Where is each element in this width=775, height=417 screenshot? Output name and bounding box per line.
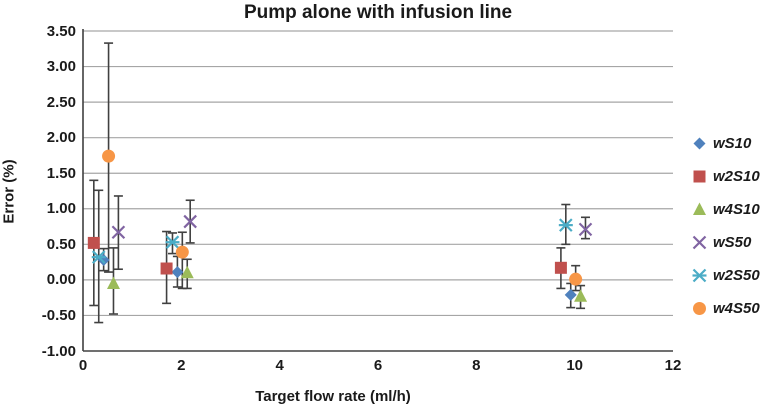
data-point-marker-square bbox=[693, 170, 706, 183]
legend-item-label: wS50 bbox=[713, 234, 752, 251]
legend-item: wS10 bbox=[691, 127, 760, 160]
data-point-marker-x bbox=[692, 235, 707, 250]
legend-item-label: w4S10 bbox=[713, 201, 760, 218]
x-tick-label: 0 bbox=[78, 357, 88, 374]
data-point-marker-triangle bbox=[693, 202, 706, 215]
legend-item-label: w4S50 bbox=[713, 300, 760, 317]
x-tick-label: 2 bbox=[177, 357, 186, 374]
data-point-marker-square bbox=[160, 262, 173, 275]
data-point-marker-triangle bbox=[180, 265, 194, 279]
legend: wS10 w2S10 w4S10 wS50 w2S50 w4S50 bbox=[691, 127, 760, 325]
x-marker-icon bbox=[692, 235, 707, 250]
data-point-marker-circle bbox=[102, 149, 116, 163]
y-axis-label: Error (%) bbox=[0, 159, 18, 224]
legend-item-label: w2S50 bbox=[713, 267, 760, 284]
chart-title: Pump alone with infusion line bbox=[243, 2, 513, 23]
data-point-marker-diamond bbox=[171, 266, 184, 279]
data-point-marker-diamond bbox=[693, 137, 706, 150]
x-tick-label: 8 bbox=[472, 357, 481, 374]
star-marker-icon bbox=[692, 268, 707, 283]
x-tick-label: 10 bbox=[566, 357, 583, 374]
data-point-marker-circle bbox=[175, 245, 189, 259]
x-axis-label: Target flow rate (ml/h) bbox=[255, 388, 411, 405]
y-tick-label: 0.00 bbox=[46, 271, 76, 289]
legend-item: w4S50 bbox=[691, 292, 760, 325]
y-tick-label: -0.50 bbox=[41, 306, 76, 324]
square-marker-icon bbox=[693, 170, 706, 183]
legend-item: w2S50 bbox=[691, 259, 760, 292]
legend-item: w2S10 bbox=[691, 160, 760, 193]
y-tick-label: 1.00 bbox=[46, 200, 76, 218]
y-tick-label: 2.50 bbox=[46, 93, 76, 111]
y-tick-label: 0.50 bbox=[46, 235, 76, 253]
data-point-marker-circle bbox=[569, 272, 583, 286]
x-tick-label: 12 bbox=[664, 357, 682, 374]
data-point-marker-triangle bbox=[106, 276, 120, 289]
data-point-marker-triangle bbox=[574, 289, 588, 302]
y-tick-label: 3.50 bbox=[46, 22, 76, 40]
legend-item: wS50 bbox=[691, 226, 760, 259]
data-point-marker-circle bbox=[693, 302, 706, 315]
legend-item: w4S10 bbox=[691, 193, 760, 226]
y-tick-label: -1.00 bbox=[41, 342, 76, 360]
diamond-marker-icon bbox=[693, 137, 706, 150]
triangle-marker-icon bbox=[693, 202, 706, 215]
data-point-marker-x bbox=[578, 222, 593, 237]
legend-item-label: wS10 bbox=[713, 135, 752, 152]
legend-item-label: w2S10 bbox=[713, 168, 760, 185]
y-tick-label: 1.50 bbox=[46, 164, 76, 182]
data-point-marker-x bbox=[111, 225, 126, 240]
x-tick-label: 4 bbox=[275, 357, 284, 374]
x-tick-label: 6 bbox=[373, 357, 383, 374]
data-point-marker-x bbox=[183, 214, 197, 229]
y-tick-label: 2.00 bbox=[46, 129, 76, 147]
data-point-marker-square bbox=[87, 236, 100, 249]
circle-marker-icon bbox=[693, 302, 706, 315]
y-tick-label: 3.00 bbox=[46, 58, 76, 76]
data-point-marker-square bbox=[554, 261, 567, 274]
data-point-marker-diamond bbox=[564, 288, 577, 301]
